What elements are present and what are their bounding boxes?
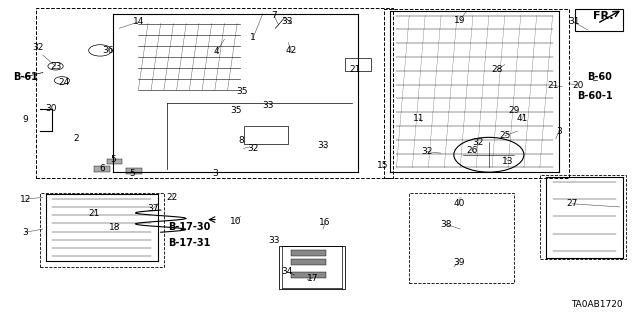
Bar: [384, 9, 568, 178]
Bar: [291, 250, 326, 256]
Text: 21: 21: [547, 81, 558, 90]
Bar: [540, 175, 626, 259]
Text: 33: 33: [262, 101, 273, 110]
Text: 5: 5: [110, 155, 116, 164]
Text: 32: 32: [472, 137, 484, 147]
Bar: [40, 193, 164, 267]
Text: 24: 24: [58, 78, 70, 86]
Text: 38: 38: [440, 220, 452, 229]
Text: 40: 40: [453, 199, 465, 208]
Text: 37: 37: [147, 204, 159, 213]
Text: 18: 18: [109, 223, 120, 232]
Text: 5: 5: [129, 169, 135, 178]
Text: 7: 7: [271, 11, 277, 20]
Text: 21: 21: [88, 209, 99, 218]
Bar: [278, 247, 346, 289]
Text: 12: 12: [20, 195, 31, 204]
Text: 35: 35: [230, 106, 242, 115]
Text: 17: 17: [307, 274, 318, 283]
Text: B-60: B-60: [587, 72, 612, 82]
Bar: [125, 168, 141, 174]
Text: 33: 33: [268, 236, 280, 245]
Text: 9: 9: [23, 115, 28, 124]
Text: 41: 41: [517, 114, 529, 123]
Text: 16: 16: [319, 218, 331, 227]
Text: B-60-1: B-60-1: [577, 91, 613, 101]
Text: 14: 14: [132, 18, 144, 26]
Text: 25: 25: [499, 131, 511, 140]
Text: 10: 10: [230, 217, 242, 226]
Text: FR.: FR.: [593, 11, 614, 21]
Bar: [94, 167, 109, 172]
Text: B-61: B-61: [13, 72, 38, 82]
Text: 21: 21: [349, 65, 361, 74]
Text: 15: 15: [377, 161, 388, 170]
Bar: [291, 272, 326, 278]
Text: 30: 30: [45, 104, 57, 113]
Text: 2: 2: [74, 134, 79, 144]
Text: 6: 6: [99, 165, 105, 174]
Bar: [346, 58, 371, 71]
Text: 20: 20: [572, 81, 584, 90]
Text: 33: 33: [281, 18, 292, 26]
Bar: [291, 259, 326, 265]
Text: 3: 3: [23, 228, 28, 237]
Text: 3: 3: [212, 169, 218, 178]
Text: 31: 31: [568, 18, 579, 26]
Text: 11: 11: [413, 114, 424, 123]
Bar: [575, 9, 623, 32]
Text: 29: 29: [509, 106, 520, 115]
Text: 3: 3: [556, 127, 562, 136]
Text: 32: 32: [33, 43, 44, 52]
Text: 8: 8: [238, 136, 244, 145]
Bar: [106, 159, 122, 164]
Text: 28: 28: [492, 65, 503, 74]
Text: 39: 39: [453, 258, 465, 267]
Text: 4: 4: [213, 48, 219, 56]
Text: B-17-30: B-17-30: [168, 222, 211, 233]
Text: 27: 27: [566, 199, 577, 208]
Text: 23: 23: [50, 62, 61, 71]
Bar: [244, 126, 288, 144]
Text: 42: 42: [285, 46, 297, 55]
Text: 22: 22: [166, 193, 178, 202]
Text: 19: 19: [454, 16, 466, 25]
Text: 36: 36: [102, 46, 114, 55]
Text: TA0AB1720: TA0AB1720: [572, 300, 623, 309]
Text: 32: 32: [248, 144, 259, 153]
Text: 1: 1: [250, 33, 256, 42]
Text: 32: 32: [421, 147, 433, 156]
Bar: [36, 8, 394, 178]
Bar: [409, 193, 515, 283]
Text: 34: 34: [281, 267, 292, 276]
Text: 26: 26: [466, 145, 477, 154]
Text: B-17-31: B-17-31: [168, 238, 211, 248]
Text: 35: 35: [237, 87, 248, 96]
Text: 33: 33: [317, 141, 329, 150]
Text: 13: 13: [502, 157, 514, 166]
